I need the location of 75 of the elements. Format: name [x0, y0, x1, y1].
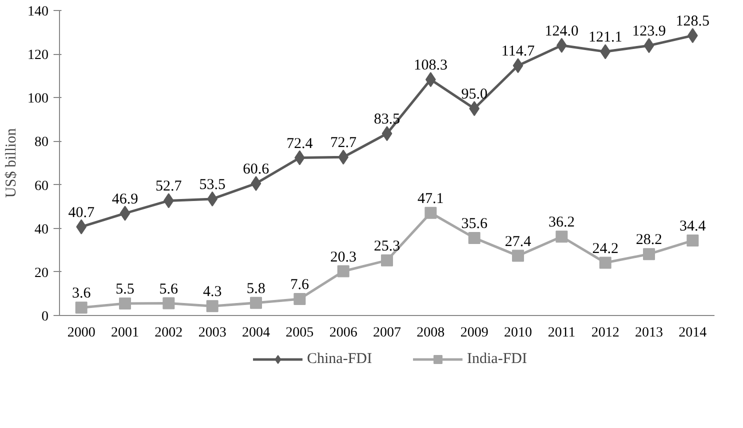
point	[382, 126, 392, 142]
x-tick-label: 2014	[678, 326, 707, 340]
point	[424, 206, 437, 219]
x-tick-label: 2000	[67, 326, 96, 340]
legend-label: India-FDI	[467, 350, 527, 368]
data-label: 35.6	[461, 216, 488, 232]
x-tick-label: 2011	[548, 326, 576, 340]
data-label: 4.3	[202, 284, 222, 300]
y-tick-label: 80	[34, 135, 48, 150]
data-label: 5.8	[246, 280, 266, 297]
x-tick-label: 2012	[591, 326, 620, 340]
data-label: 47.1	[418, 190, 444, 207]
x-tick-label: 2010	[504, 326, 532, 340]
data-label: 52.7	[156, 178, 182, 195]
data-label: 121.1	[588, 30, 622, 46]
point	[250, 176, 262, 191]
data-label: 128.5	[676, 14, 710, 30]
point	[599, 256, 612, 269]
data-label: 3.6	[72, 286, 92, 302]
x-tick-label: 2008	[416, 326, 445, 340]
x-tick-label: 2009	[460, 326, 488, 340]
point	[75, 302, 88, 314]
point	[381, 254, 393, 266]
point	[206, 300, 218, 312]
y-tick-label: 0	[42, 310, 48, 324]
point	[337, 265, 350, 278]
point	[294, 292, 306, 305]
point	[512, 58, 524, 74]
y-axis-title: US$ billion	[4, 128, 20, 198]
x-tick-label: 2013	[635, 326, 663, 340]
point	[686, 234, 699, 247]
y-tick-label: 60	[34, 178, 48, 194]
point	[119, 298, 131, 310]
y-tick-label: 20	[34, 266, 48, 281]
x-tick-label: 2006	[329, 326, 358, 340]
data-label: 7.6	[290, 276, 310, 293]
data-label: 24.2	[592, 240, 618, 257]
data-label: 5.5	[116, 282, 134, 298]
data-label: 5.6	[159, 281, 179, 298]
data-label: 124.0	[544, 23, 579, 40]
point	[643, 248, 655, 260]
data-label: 114.7	[501, 44, 536, 60]
data-label: 72.7	[330, 135, 357, 152]
x-tick-label: 2004	[242, 326, 270, 340]
data-label: 53.5	[199, 176, 226, 193]
data-label: 123.9	[632, 24, 666, 40]
data-label: 40.7	[68, 204, 95, 221]
data-label: 46.9	[112, 191, 138, 208]
data-label: 34.4	[680, 218, 706, 235]
point	[644, 38, 654, 54]
point	[512, 250, 524, 262]
x-tick-label: 2002	[154, 326, 183, 340]
y-tick-label: 40	[34, 222, 48, 238]
data-label: 108.3	[414, 58, 448, 74]
data-label: 72.4	[286, 136, 314, 152]
data-label: 20.3	[330, 249, 356, 266]
x-tick-label: 2005	[286, 326, 314, 340]
point	[120, 206, 130, 221]
data-label: 25.3	[374, 238, 400, 254]
y-tick-label: 120	[28, 48, 48, 64]
data-label: 60.6	[242, 161, 270, 178]
y-tick-label: 100	[28, 92, 48, 107]
legend-label: China-FDI	[307, 350, 372, 368]
point	[468, 232, 480, 244]
point	[250, 296, 262, 309]
data-label: 28.2	[636, 232, 662, 248]
data-label: 27.4	[504, 234, 532, 250]
point	[162, 297, 175, 310]
point	[556, 230, 568, 243]
x-tick-label: 2003	[198, 326, 226, 340]
y-tick-label: 140	[28, 4, 48, 20]
data-label: 95.0	[461, 86, 488, 103]
x-tick-label: 2001	[111, 326, 139, 340]
x-tick-label: 2007	[373, 326, 401, 340]
data-label: 36.2	[548, 214, 575, 231]
